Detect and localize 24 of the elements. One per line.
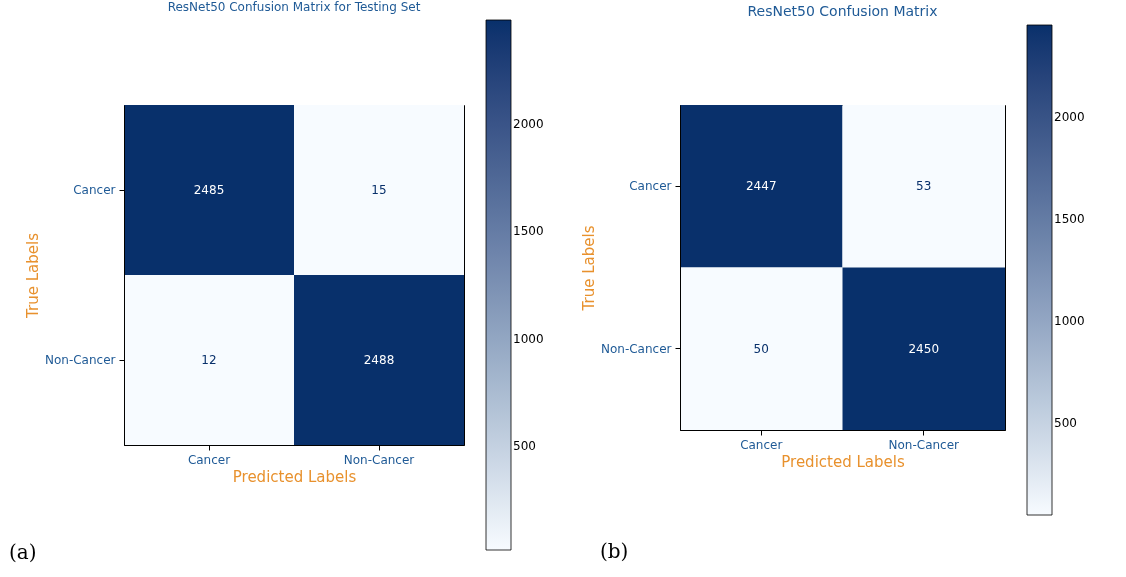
x-axis-title: Predicted Labels xyxy=(232,467,357,486)
color-bar-label: 1500 xyxy=(1054,211,1085,226)
color-bar-label: 500 xyxy=(1054,416,1077,431)
data-label: 2447 xyxy=(745,179,777,194)
data-label: 2485 xyxy=(193,183,225,197)
text: (a) xyxy=(9,540,37,564)
y-axis-title: True Labels xyxy=(23,232,42,319)
color-bar-label: 2000 xyxy=(1054,109,1085,124)
data-label: 2450 xyxy=(908,341,940,356)
color-bar-label: 1500 xyxy=(513,224,544,239)
data-label: 50 xyxy=(753,341,769,356)
data-label: 2488 xyxy=(363,353,395,367)
data-label: 53 xyxy=(916,179,932,194)
x-axis-title: Predicted Labels xyxy=(781,452,905,471)
chart-title: ResNet50 Confusion Matrix xyxy=(747,3,938,19)
chart-title: ResNet50 Confusion Matrix for Testing Set xyxy=(167,0,421,14)
color-bar-label: 1000 xyxy=(1054,314,1085,329)
color-bar-label: 2000 xyxy=(513,117,544,132)
text: (b) xyxy=(600,539,629,563)
color-bar-label: 1000 xyxy=(513,331,544,346)
y-axis-title: True Labels xyxy=(579,225,598,312)
color-bar-label: 500 xyxy=(513,438,536,453)
data-label: 15 xyxy=(371,183,387,197)
data-label: 12 xyxy=(201,353,217,367)
